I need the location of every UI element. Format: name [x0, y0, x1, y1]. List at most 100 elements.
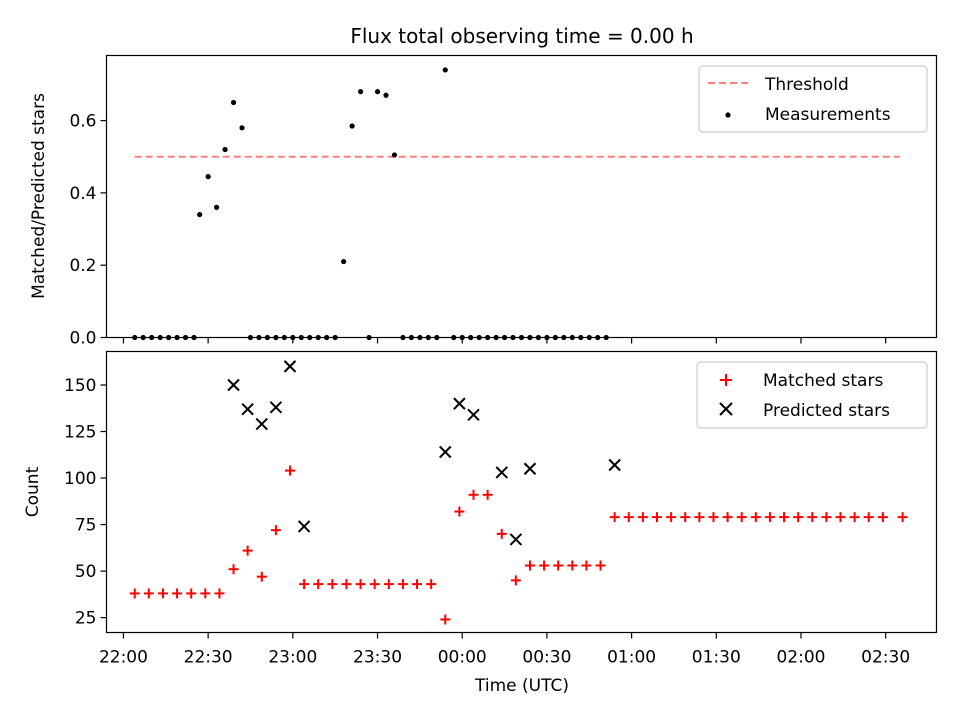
matched-star-point: [129, 588, 140, 599]
x-tick-label: 00:00: [438, 648, 487, 668]
matched-star-point: [835, 512, 846, 523]
x-tick-label: 01:00: [607, 648, 656, 668]
predicted-star-point: [227, 378, 240, 392]
top-y-tick-label: 0.4: [69, 184, 96, 204]
matched-star-point: [270, 525, 281, 536]
top-y-tick-label: 0.0: [69, 329, 96, 349]
matched-star-point: [228, 564, 239, 575]
x-tick-label: 01:30: [692, 648, 741, 668]
legend-threshold-label: Threshold: [764, 75, 849, 95]
matched-star-point: [863, 512, 874, 523]
legend-predicted-label: Predicted stars: [763, 401, 890, 421]
top-y-tick-label: 0.2: [69, 256, 96, 276]
top-y-axis-label: Matched/Predicted stars: [29, 93, 49, 299]
matched-star-point: [355, 579, 366, 590]
matched-star-point: [299, 579, 310, 590]
measurement-point: [197, 211, 203, 218]
matched-star-point: [652, 512, 663, 523]
legend-predicted-swatch: [719, 402, 733, 416]
predicted-star-point: [297, 520, 311, 533]
x-axis-label: Time (UTC): [474, 676, 569, 696]
matched-star-point: [680, 512, 691, 523]
matched-star-point: [736, 512, 747, 523]
measurement-point: [222, 146, 228, 153]
measurement-point: [341, 258, 347, 265]
matched-star-point: [567, 560, 578, 571]
predicted-star-point: [608, 458, 621, 472]
matched-star-point: [539, 560, 550, 571]
matched-star-point: [623, 512, 634, 523]
ratio-panel: Flux total observing time = 0.00 h Match…: [29, 24, 938, 349]
bottom-plot-frame: [105, 350, 938, 634]
matched-star-point: [397, 579, 408, 590]
matched-star-point: [609, 512, 620, 523]
top-plot-frame: [105, 54, 938, 339]
x-tick-label: 00:30: [522, 648, 571, 668]
legend-matched-swatch: [720, 374, 732, 386]
bottom-y-tick-label: 100: [64, 469, 96, 489]
matched-star-point: [143, 588, 154, 599]
bottom-legend: Matched stars Predicted stars: [696, 361, 928, 429]
legend-measurements-swatch: [725, 112, 731, 118]
matched-star-point: [821, 512, 832, 523]
matched-star-point: [779, 512, 790, 523]
matched-star-point: [383, 579, 394, 590]
matched-star-point: [454, 506, 465, 517]
predicted-star-point: [453, 397, 466, 410]
matched-star-point: [510, 575, 521, 586]
matched-star-point: [524, 560, 535, 571]
matched-star-point: [256, 571, 267, 582]
measurement-point: [349, 123, 355, 129]
measurement-point: [391, 152, 398, 158]
matched-star-point: [313, 579, 324, 590]
matched-star-point: [708, 512, 719, 523]
predicted-star-point: [467, 408, 480, 421]
bottom-y-axis-label: Count: [23, 466, 43, 517]
matched-star-point: [412, 579, 423, 590]
matched-star-point: [482, 489, 493, 500]
predicted-star-point: [255, 417, 268, 431]
x-tick-label: 23:30: [353, 648, 402, 668]
chart-title: Flux total observing time = 0.00 h: [350, 24, 693, 48]
bottom-y-tick-label: 75: [75, 516, 97, 536]
matched-star-point: [849, 512, 860, 523]
predicted-star-point: [283, 360, 297, 373]
measurement-point: [230, 99, 237, 106]
x-tick-label: 23:00: [268, 648, 317, 668]
bottom-y-tick-label: 50: [75, 562, 97, 582]
matched-star-point: [750, 512, 761, 523]
matched-star-point: [242, 545, 253, 556]
matched-star-point: [214, 588, 225, 599]
matched-star-point: [496, 528, 507, 539]
matched-star-point: [200, 588, 211, 599]
measurement-point: [357, 89, 364, 95]
matched-star-point: [877, 512, 888, 523]
matched-star-point: [327, 579, 338, 590]
matched-star-point: [764, 512, 775, 523]
matched-star-point: [285, 465, 296, 476]
matched-star-point: [553, 560, 564, 571]
matched-star-point: [341, 579, 352, 590]
predicted-star-point: [439, 445, 452, 459]
matched-star-point: [595, 560, 606, 571]
matched-star-point: [666, 512, 677, 523]
x-tick-label: 22:30: [184, 648, 233, 668]
x-tick-label: 02:00: [776, 648, 825, 668]
matched-star-point: [897, 512, 908, 523]
matched-star-point: [157, 588, 168, 599]
predicted-star-point: [241, 402, 254, 416]
predicted-star-point: [495, 466, 508, 479]
matched-star-point: [637, 512, 648, 523]
matched-star-point: [186, 588, 197, 599]
count-panel: Count Time (UTC) 25 50 75 100 125 150 22:00 22:…: [23, 350, 938, 696]
top-y-tick-label: 0.6: [69, 112, 96, 132]
matched-star-point: [369, 579, 380, 590]
measurement-point: [442, 67, 448, 73]
measurement-point: [383, 92, 389, 98]
predicted-star-point: [509, 533, 523, 546]
measurement-point: [374, 89, 381, 95]
measurement-point: [214, 204, 220, 210]
x-tick-label: 22:00: [99, 648, 148, 668]
matched-star-point: [440, 614, 451, 625]
